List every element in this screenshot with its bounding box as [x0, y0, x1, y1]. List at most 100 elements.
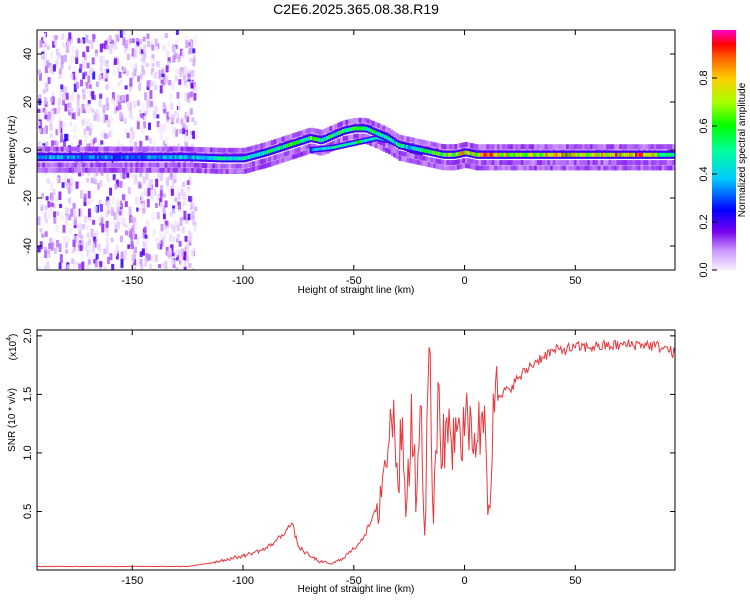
- heatmap-cell: [72, 239, 76, 248]
- x-tick-label: -150: [121, 575, 143, 587]
- heatmap-cell: [66, 146, 70, 152]
- heatmap-cell: [49, 124, 53, 131]
- heatmap-cell: [95, 146, 99, 152]
- heatmap-cell: [179, 217, 183, 226]
- heatmap-cell: [531, 160, 535, 166]
- heatmap-cell: [260, 143, 264, 149]
- heatmap-cell: [621, 144, 625, 150]
- heatmap-cell: [551, 152, 554, 157]
- heatmap-cell: [265, 157, 269, 163]
- heatmap-cell: [63, 86, 67, 93]
- heatmap-cell: [37, 162, 40, 168]
- heatmap-cell: [92, 155, 96, 160]
- heatmap-cell: [71, 54, 74, 63]
- heatmap-cell: [270, 148, 273, 153]
- heatmap-cell: [297, 152, 301, 158]
- heatmap-cell: [334, 123, 338, 129]
- heatmap-cell: [68, 32, 72, 40]
- heatmap-cell: [39, 167, 43, 173]
- heatmap-cell: [116, 206, 120, 216]
- heatmap-cell: [76, 158, 80, 165]
- heatmap-cell: [177, 54, 181, 62]
- heatmap-cell: [37, 155, 40, 160]
- heatmap-cell: [111, 146, 115, 152]
- heatmap-cell: [186, 186, 190, 191]
- heatmap-cell: [140, 126, 144, 134]
- heatmap-cell: [528, 160, 532, 166]
- heatmap-cell: [122, 162, 126, 168]
- heatmap-cell: [637, 165, 641, 171]
- heatmap-cell: [576, 144, 580, 150]
- heatmap-cell: [92, 243, 96, 251]
- heatmap-cell: [350, 134, 354, 140]
- heatmap-cell: [120, 209, 124, 219]
- x-tick-label: -50: [346, 575, 362, 587]
- snr-y-ticks: 0.51.01.52.0: [22, 328, 675, 519]
- heatmap-cell: [127, 162, 131, 168]
- heatmap-cell: [210, 156, 214, 160]
- heatmap-cell: [53, 140, 57, 146]
- heatmap-cell: [509, 152, 513, 157]
- heatmap-cell: [179, 67, 183, 72]
- heatmap-cell: [429, 150, 433, 155]
- heatmap-cell: [494, 160, 498, 166]
- heatmap-cell: [153, 111, 157, 120]
- heatmap-cell: [155, 46, 159, 53]
- heatmap-cell: [268, 140, 272, 146]
- heatmap-cell: [168, 111, 172, 118]
- heatmap-cell: [254, 153, 257, 158]
- heatmap-cell: [220, 147, 224, 153]
- heatmap-cell: [146, 85, 150, 90]
- heatmap-cell: [459, 164, 463, 169]
- heatmap-cell: [99, 261, 103, 268]
- heatmap-cell: [401, 144, 405, 148]
- heatmap-cell: [114, 146, 118, 152]
- heatmap-cell: [558, 160, 561, 166]
- heatmap-cell: [54, 60, 58, 69]
- heatmap-cell: [635, 152, 638, 157]
- heatmap-cell: [76, 167, 80, 173]
- heatmap-cell: [149, 263, 153, 270]
- heatmap-cell: [313, 128, 317, 134]
- heatmap-cell: [139, 39, 143, 45]
- heatmap-cell: [241, 163, 245, 169]
- heatmap-cell: [449, 144, 452, 150]
- heatmap-cell: [76, 94, 80, 100]
- heatmap-cell: [70, 142, 73, 151]
- heatmap-cell: [435, 163, 439, 169]
- heatmap-cell: [129, 169, 133, 177]
- heatmap-cell: [512, 144, 516, 150]
- heatmap-cell: [57, 123, 61, 130]
- heatmap-cell: [214, 156, 217, 161]
- heatmap-cell: [149, 42, 153, 48]
- heatmap-cell: [183, 261, 187, 267]
- heatmap-cell: [369, 140, 373, 146]
- heatmap-cell: [645, 160, 649, 166]
- heatmap-cell: [627, 165, 631, 171]
- heatmap-cell: [591, 152, 594, 157]
- x-tick-label: -150: [121, 275, 143, 287]
- heatmap-cell: [656, 160, 660, 166]
- heatmap-cell: [185, 141, 189, 146]
- heatmap-cell: [65, 206, 68, 214]
- heatmap-cell: [595, 160, 599, 166]
- heatmap-cell: [324, 128, 328, 134]
- heatmap-cell: [127, 100, 131, 109]
- heatmap-cell: [215, 168, 219, 174]
- heatmap-cell: [134, 233, 137, 240]
- heatmap-cell: [135, 162, 139, 168]
- heatmap-cell: [510, 160, 514, 166]
- heatmap-cell: [393, 147, 397, 153]
- heatmap-cell: [100, 131, 104, 138]
- heatmap-cell: [119, 146, 123, 152]
- heatmap-cell: [156, 146, 160, 152]
- heatmap-cell: [497, 152, 501, 157]
- heatmap-cell: [223, 147, 227, 153]
- heatmap-cell: [50, 146, 54, 152]
- heatmap-cell: [58, 68, 62, 75]
- heatmap-cell: [169, 173, 173, 180]
- heatmap-cell: [627, 152, 630, 157]
- heatmap-cell: [187, 42, 191, 47]
- heatmap-cell: [68, 162, 72, 168]
- heatmap-cell: [92, 167, 96, 173]
